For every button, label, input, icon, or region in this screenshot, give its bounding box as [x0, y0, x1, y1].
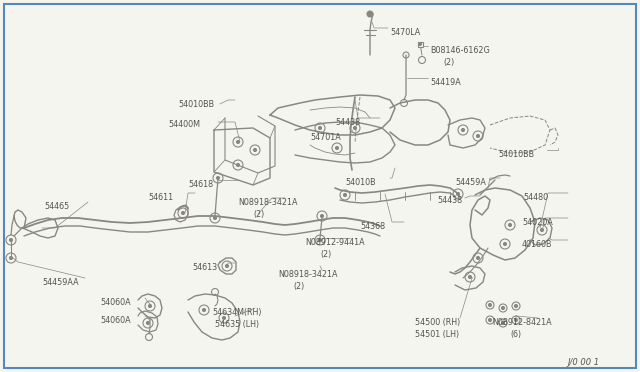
- Circle shape: [477, 257, 479, 260]
- Text: 54060A: 54060A: [100, 298, 131, 307]
- Text: 54465: 54465: [44, 202, 69, 211]
- Text: 54501 (LH): 54501 (LH): [415, 330, 459, 339]
- Text: 54438: 54438: [335, 118, 360, 127]
- Text: 54701A: 54701A: [310, 133, 340, 142]
- Circle shape: [335, 147, 339, 150]
- Circle shape: [353, 126, 356, 129]
- Text: (2): (2): [253, 210, 264, 219]
- Text: 54020A: 54020A: [522, 218, 553, 227]
- Circle shape: [319, 238, 321, 241]
- Circle shape: [10, 257, 13, 260]
- Bar: [417, 42, 422, 46]
- Text: 54419A: 54419A: [430, 78, 461, 87]
- Circle shape: [461, 128, 465, 131]
- Text: 54480: 54480: [523, 193, 548, 202]
- Text: N08918-3421A: N08918-3421A: [238, 198, 298, 207]
- Circle shape: [10, 238, 13, 241]
- Circle shape: [367, 11, 373, 17]
- Text: 54618: 54618: [188, 180, 213, 189]
- Text: B08146-6162G: B08146-6162G: [430, 46, 490, 55]
- Circle shape: [182, 212, 184, 215]
- Circle shape: [253, 148, 257, 151]
- Circle shape: [216, 176, 220, 180]
- Text: 54400M: 54400M: [168, 120, 200, 129]
- Circle shape: [147, 321, 150, 324]
- Text: 54459A: 54459A: [455, 178, 486, 187]
- Text: 54500 (RH): 54500 (RH): [415, 318, 460, 327]
- Circle shape: [321, 215, 323, 218]
- Circle shape: [148, 305, 152, 308]
- Circle shape: [488, 318, 492, 321]
- Circle shape: [502, 321, 504, 324]
- Text: 40160B: 40160B: [522, 240, 552, 249]
- Text: 54611: 54611: [148, 193, 173, 202]
- Text: (2): (2): [293, 282, 304, 291]
- Text: N08912-9441A: N08912-9441A: [305, 238, 365, 247]
- Circle shape: [502, 307, 504, 310]
- Circle shape: [456, 192, 460, 196]
- Text: N08912-8421A: N08912-8421A: [492, 318, 552, 327]
- Text: (2): (2): [443, 58, 454, 67]
- Text: 54613: 54613: [192, 263, 217, 272]
- Circle shape: [225, 264, 228, 267]
- Text: (2): (2): [320, 250, 332, 259]
- Circle shape: [477, 135, 479, 138]
- Text: N08918-3421A: N08918-3421A: [278, 270, 337, 279]
- Circle shape: [237, 141, 239, 144]
- Text: (6): (6): [510, 330, 521, 339]
- Circle shape: [202, 308, 205, 311]
- Circle shape: [223, 317, 225, 320]
- Circle shape: [237, 164, 239, 167]
- Text: 54459AA: 54459AA: [42, 278, 79, 287]
- Circle shape: [419, 42, 422, 45]
- Circle shape: [468, 276, 472, 279]
- Circle shape: [515, 305, 518, 308]
- Text: 54368: 54368: [360, 222, 385, 231]
- Circle shape: [344, 193, 346, 196]
- Circle shape: [214, 217, 216, 219]
- Circle shape: [319, 126, 321, 129]
- Circle shape: [515, 318, 518, 321]
- Text: 54010BB: 54010BB: [178, 100, 214, 109]
- Circle shape: [509, 224, 511, 227]
- Text: 54635 (LH): 54635 (LH): [215, 320, 259, 329]
- Text: 54438: 54438: [437, 196, 462, 205]
- Text: J/0 00 1: J/0 00 1: [568, 358, 600, 367]
- Text: 54634M(RH): 54634M(RH): [212, 308, 262, 317]
- Circle shape: [541, 228, 543, 231]
- Circle shape: [504, 243, 506, 246]
- Text: 5470LA: 5470LA: [390, 28, 420, 37]
- Text: 54060A: 54060A: [100, 316, 131, 325]
- Circle shape: [488, 304, 492, 307]
- Text: 54010BB: 54010BB: [498, 150, 534, 159]
- Text: 54010B: 54010B: [345, 178, 376, 187]
